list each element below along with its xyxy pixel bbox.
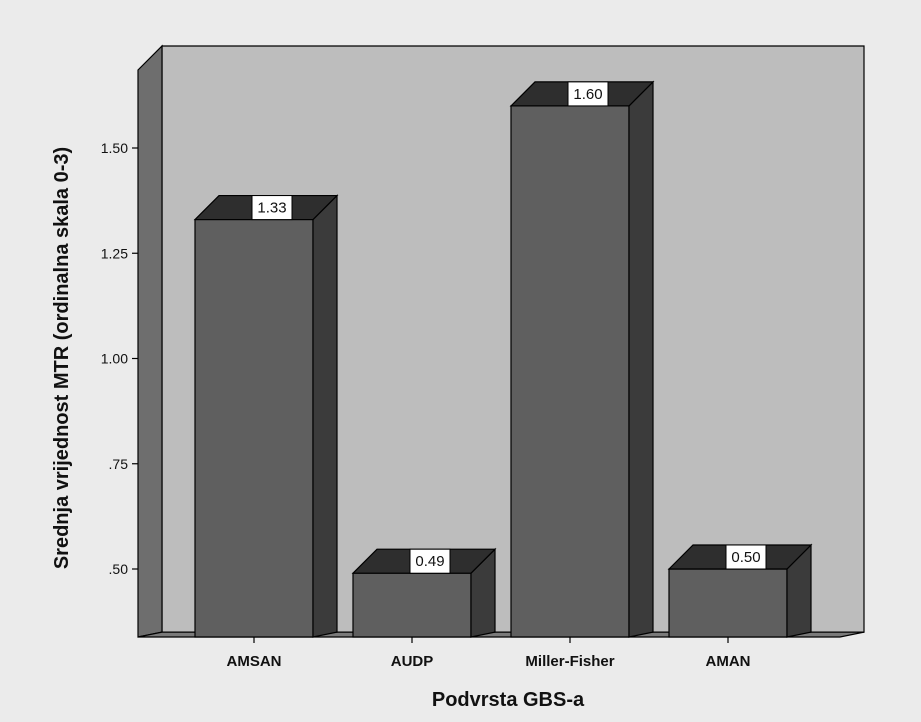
x-tick-label: AMAN <box>706 653 751 670</box>
value-label: 1.33 <box>251 195 293 221</box>
bar-front <box>510 105 630 638</box>
value-label-text: 0.50 <box>731 549 760 566</box>
y-tick-label: 1.25 <box>101 245 128 261</box>
y-tick-label: 1.50 <box>101 140 128 156</box>
bar-front <box>194 218 314 638</box>
chart-side-wall <box>137 44 163 638</box>
y-axis: .50 .75 1.00 1.25 1.50 <box>101 140 138 577</box>
y-tick-label: .50 <box>109 561 129 577</box>
value-label-box <box>409 548 451 574</box>
x-axis: AMSAN AUDP Miller-Fisher AMAN <box>227 637 751 670</box>
value-label-box <box>251 195 293 221</box>
value-label-box <box>567 81 609 107</box>
value-label-text: 1.33 <box>257 200 286 217</box>
value-label: 0.49 <box>409 548 451 574</box>
data-labels: 1.33 0.49 1.60 0.50 <box>251 81 767 574</box>
bar-front <box>352 572 472 638</box>
x-tick-label: AUDP <box>391 653 434 670</box>
bar-front <box>668 568 788 638</box>
y-tick-label: .75 <box>109 456 129 472</box>
bar-side <box>628 80 654 638</box>
value-label: 0.50 <box>725 544 767 570</box>
x-axis-title: Podvrsta GBS-a <box>432 689 585 711</box>
y-axis-title: Srednja vrijednost MTR (ordinalna skala … <box>51 147 73 569</box>
x-tick-label: Miller-Fisher <box>525 653 614 670</box>
value-label-text: 0.49 <box>415 553 444 570</box>
bar-amsan <box>193 194 339 638</box>
bar-miller-fisher <box>509 80 655 638</box>
value-label: 1.60 <box>567 81 609 107</box>
value-label-box <box>725 544 767 570</box>
value-label-text: 1.60 <box>573 86 602 103</box>
bar-side <box>312 194 338 638</box>
x-tick-label: AMSAN <box>227 653 282 670</box>
y-tick-label: 1.00 <box>101 351 128 367</box>
